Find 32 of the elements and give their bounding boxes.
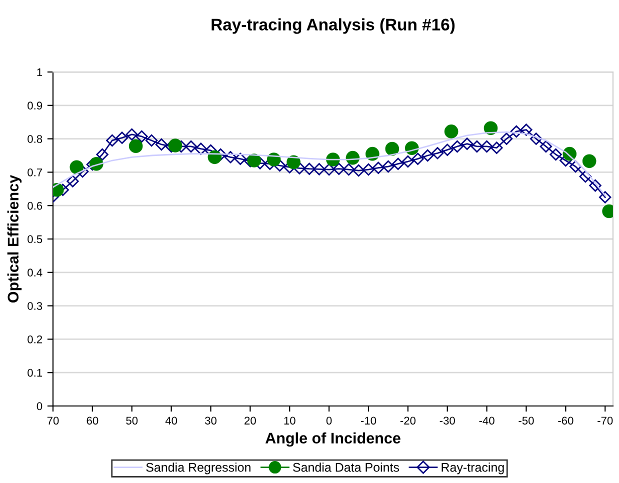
x-tick-label: 60	[86, 416, 98, 425]
y-tick-label: 0.1	[28, 368, 42, 377]
y-tick-label: 0.3	[28, 302, 42, 310]
chart-title: Ray-tracing Analysis (Run #16)	[212, 18, 455, 34]
x-tick-label: -50	[518, 416, 534, 425]
x-tick-label: 40	[165, 416, 178, 425]
legend-label: Sandia Data Points	[293, 462, 400, 472]
x-tick-label: -10	[360, 416, 376, 425]
x-tick-label: 20	[244, 416, 256, 425]
y-tick-label: 0	[36, 402, 42, 410]
y-tick-label: 0.8	[28, 135, 42, 143]
x-tick-label: 30	[204, 416, 216, 425]
y-tick-label: 0.6	[28, 202, 42, 210]
x-tick-label: 0	[326, 416, 332, 425]
x-tick-label: -20	[400, 416, 416, 425]
x-tick-label: -60	[558, 416, 574, 425]
y-tick-label: 0.5	[28, 235, 42, 244]
x-axis-title: Angle of Incidence	[265, 432, 400, 447]
y-tick-label: 1	[37, 68, 42, 76]
y-tick-label: 0.2	[28, 335, 42, 344]
x-tick-label: -40	[479, 416, 494, 425]
legend-label: Ray-tracing	[442, 462, 504, 474]
legend-label: Sandia Regression	[146, 462, 250, 474]
x-tick-label: 50	[126, 416, 138, 425]
x-tick-label: -70	[598, 416, 613, 425]
x-tick-label: 70	[47, 416, 59, 425]
x-tick-label: -30	[440, 416, 455, 425]
y-tick-label: 0.9	[28, 102, 42, 110]
x-tick-label: 10	[284, 416, 296, 425]
y-tick-label: 0.7	[28, 168, 42, 176]
y-axis-title: Optical Efficiency	[7, 174, 22, 302]
y-tick-label: 0.4	[28, 268, 42, 277]
